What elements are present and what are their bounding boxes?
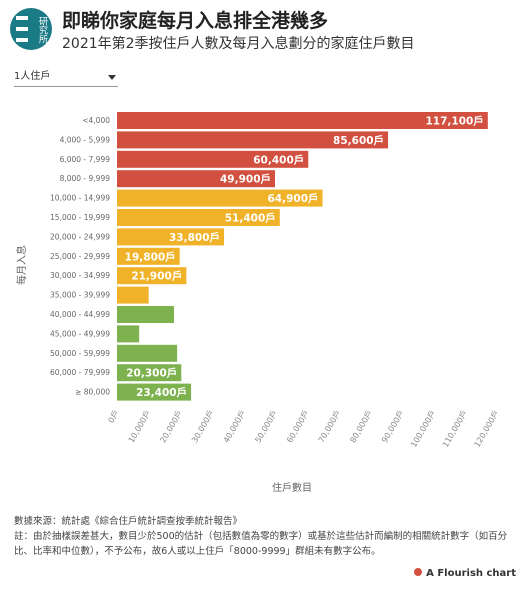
x-tick-label: 80,000戶	[348, 408, 375, 444]
value-label: 21,900戶	[131, 270, 182, 283]
y-tick-label: 35,000 - 39,999	[50, 291, 110, 300]
y-tick-label: 4,000 - 5,999	[60, 135, 111, 144]
x-tick-label: 120,000戶	[472, 408, 501, 449]
footer: 數據來源：統計處《綜合住戶統計調查按季統計報告》 註：由於抽樣誤差甚大，數目少於…	[14, 514, 519, 559]
credit-text: A Flourish chart	[426, 568, 516, 579]
bar	[117, 344, 178, 362]
value-label: 64,900戶	[267, 192, 318, 205]
bar	[117, 286, 149, 304]
bar	[117, 306, 174, 323]
value-label: 19,800戶	[125, 250, 176, 263]
x-tick-label: 10,000戶	[126, 408, 153, 444]
bar	[117, 247, 180, 265]
y-tick-label: 8,000 - 9,999	[60, 174, 111, 183]
value-label: 23,400戶	[136, 386, 187, 399]
x-tick-label: 0戶	[106, 408, 121, 424]
y-tick-label: <4,000	[82, 116, 110, 125]
note: 註：由於抽樣誤差甚大，數目少於500的估計（包括數值為零的數字）或基於這些估計而…	[14, 531, 508, 557]
y-tick-label: 45,000 - 49,999	[50, 329, 110, 338]
bar	[117, 364, 182, 382]
x-axis-title: 住戶數目	[272, 481, 312, 494]
logo: 研究所	[10, 8, 52, 50]
y-tick-label: 6,000 - 7,999	[60, 155, 111, 164]
bar	[117, 383, 192, 401]
bar	[117, 325, 140, 343]
value-label: 49,900戶	[220, 173, 271, 186]
dropdown[interactable]: 1人住戶	[14, 68, 118, 87]
subtitle: 2021年第2季按住戶人數及每月入息劃分的家庭住戶數目	[62, 36, 415, 52]
y-tick-label: 30,000 - 34,999	[50, 271, 110, 280]
x-tick-label: 30,000戶	[189, 408, 216, 444]
bar	[117, 131, 389, 149]
credit: A Flourish chart	[414, 568, 516, 579]
x-tick-label: 60,000戶	[284, 408, 311, 444]
y-tick-label: 60,000 - 79,999	[50, 368, 110, 377]
y-axis-title: 每月入息	[15, 245, 28, 285]
y-tick-label: ≥ 80,000	[75, 388, 110, 397]
y-tick-label: 40,000 - 44,999	[50, 310, 110, 319]
logo-text: 研究所	[37, 16, 48, 44]
value-label: 33,800戶	[169, 231, 220, 244]
x-tick-label: 100,000戶	[408, 408, 437, 449]
value-label: 20,300戶	[126, 367, 177, 380]
bar	[117, 267, 187, 285]
x-tick-label: 70,000戶	[316, 408, 343, 444]
title: 即睇你家庭每月入息排全港幾多	[62, 10, 329, 32]
source: 數據來源：統計處《綜合住戶統計調查按季統計報告》	[14, 516, 243, 527]
x-tick-label: 90,000戶	[379, 408, 406, 444]
value-label: 51,400戶	[225, 212, 276, 225]
y-tick-label: 20,000 - 24,999	[50, 232, 110, 241]
chart: 住戶數目 每月入息 0戶 10,000戶 20,000戶 30,000戶 40,000戶…	[15, 112, 501, 494]
x-tick-label: 40,000戶	[221, 408, 248, 444]
bar	[117, 189, 323, 207]
y-tick-label: 15,000 - 19,999	[50, 213, 110, 222]
x-tick-label: 110,000戶	[440, 408, 469, 449]
bar	[117, 112, 488, 129]
y-tick-label: 10,000 - 14,999	[50, 194, 110, 203]
y-tick-label: 50,000 - 59,999	[50, 349, 110, 358]
bar	[117, 228, 225, 246]
y-tick-label: 25,000 - 29,999	[50, 252, 110, 261]
bar	[117, 150, 309, 168]
value-label: 85,600戶	[333, 134, 384, 147]
bar	[117, 209, 280, 226]
bar	[117, 170, 276, 188]
x-tick-label: 50,000戶	[253, 408, 280, 444]
value-label: 117,100戶	[425, 115, 483, 128]
value-label: 60,400戶	[253, 153, 304, 166]
x-tick-label: 20,000戶	[158, 408, 185, 444]
